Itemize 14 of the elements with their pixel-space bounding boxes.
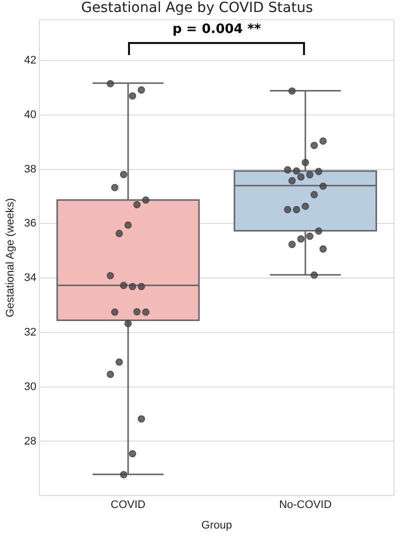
y-tick-label: 30 <box>24 380 36 393</box>
y-tick-label: 34 <box>24 272 36 284</box>
x-tick-label: No-COVID <box>279 499 332 512</box>
y-tick-label: 28 <box>24 435 36 448</box>
y-tick-label: 40 <box>24 108 36 121</box>
annotation: p = 0.004 ** <box>172 22 262 38</box>
chart-title: Gestational Age by COVID Status <box>81 0 313 16</box>
y-tick-label: 36 <box>24 218 36 230</box>
y-tick-label: 32 <box>24 326 36 338</box>
x-tick-label: COVID <box>110 499 146 512</box>
y-tick-label: 42 <box>24 54 36 67</box>
y-axis-title: Gestational Age (weeks) <box>4 198 17 318</box>
y-tick-label: 38 <box>24 163 36 176</box>
x-axis-title: Group <box>201 519 232 532</box>
